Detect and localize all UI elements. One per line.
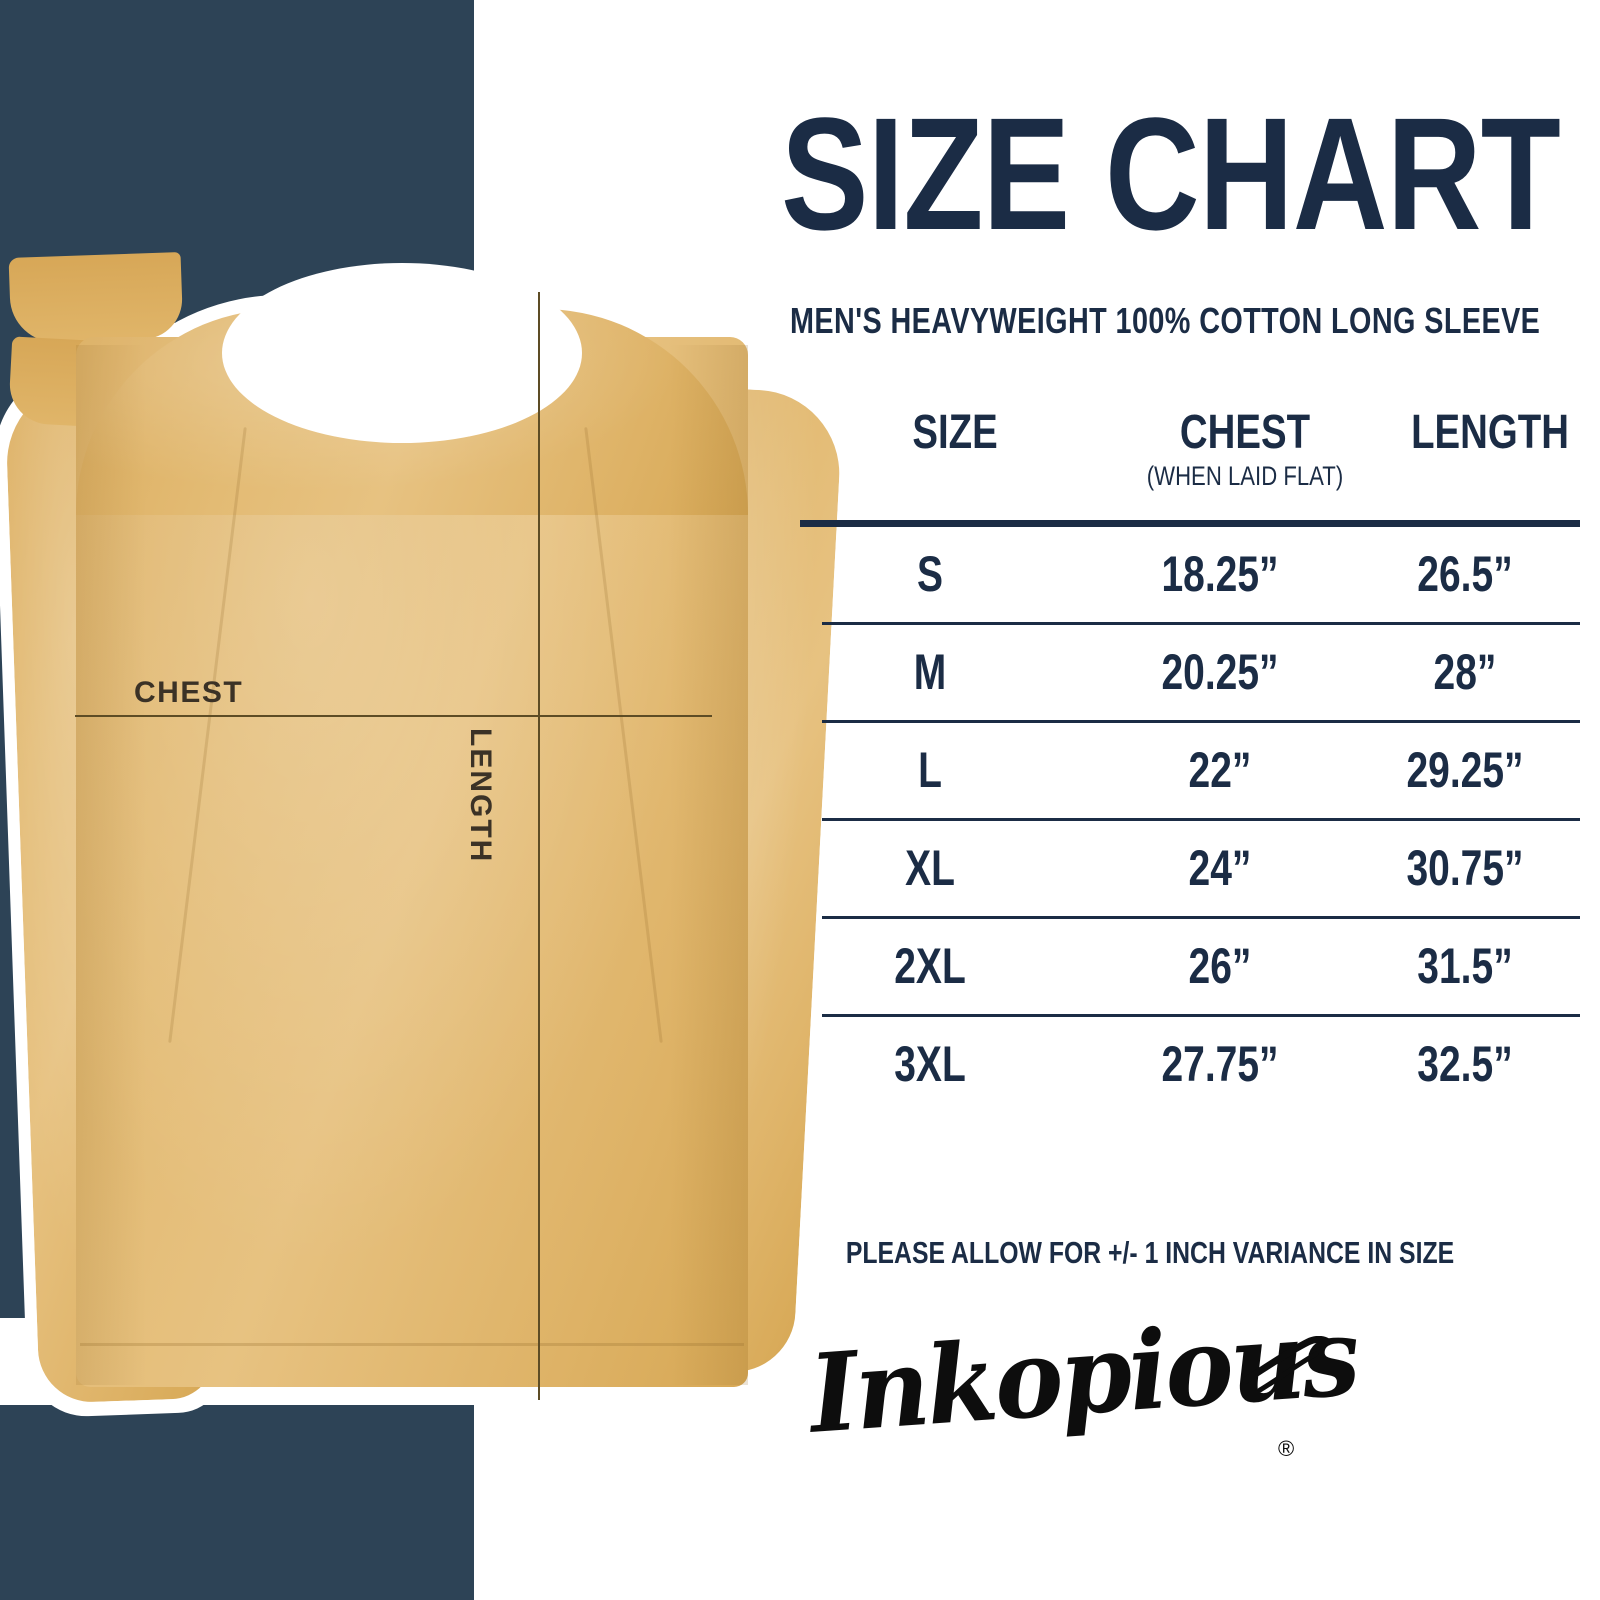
chest-measure-line xyxy=(75,715,712,717)
table-row: 2XL 26” 31.5” xyxy=(800,919,1580,1014)
page-title: SIZE CHART xyxy=(781,84,1561,263)
table-row: XL 24” 30.75” xyxy=(800,821,1580,916)
brand-wordmark: Inkopious xyxy=(805,1293,1362,1458)
cell-chest: 22” xyxy=(1188,742,1252,798)
table-header-divider xyxy=(800,520,1580,527)
size-chart-panel: SIZE CHART MEN'S HEAVYWEIGHT 100% COTTON… xyxy=(700,0,1600,1600)
cell-chest: 26” xyxy=(1188,938,1252,994)
navy-background-bottom xyxy=(0,1405,474,1600)
measurement-guides: CHEST LENGTH xyxy=(0,0,712,1600)
cell-length: 29.25” xyxy=(1406,742,1524,798)
column-header-chest: CHEST xyxy=(1179,406,1311,459)
cell-size: S xyxy=(916,546,944,602)
column-header-size: SIZE xyxy=(912,406,998,459)
cell-size: 2XL xyxy=(894,938,966,994)
column-header-length: LENGTH xyxy=(1411,406,1569,459)
shirt-collar-outline xyxy=(222,263,582,443)
chest-measure-label: CHEST xyxy=(134,676,244,709)
long-sleeve-shirt-photo xyxy=(0,252,857,1419)
page-subtitle: MEN'S HEAVYWEIGHT 100% COTTON LONG SLEEV… xyxy=(790,300,1541,341)
table-row-divider xyxy=(822,1014,1580,1017)
cell-chest: 24” xyxy=(1188,840,1252,896)
table-row-divider xyxy=(822,916,1580,919)
cell-length: 28” xyxy=(1433,644,1497,700)
table-row-divider xyxy=(822,818,1580,821)
cell-length: 30.75” xyxy=(1406,840,1524,896)
cell-length: 31.5” xyxy=(1417,938,1513,994)
cell-length: 32.5” xyxy=(1417,1036,1513,1092)
table-header-row: SIZE CHEST (WHEN LAID FLAT) LENGTH xyxy=(800,405,1580,520)
cell-chest: 27.75” xyxy=(1161,1036,1279,1092)
shirt-left-shading xyxy=(76,345,146,1385)
cell-chest: 20.25” xyxy=(1161,644,1279,700)
shirt-bottom-hem xyxy=(80,1343,744,1346)
length-measure-label: LENGTH xyxy=(464,728,497,864)
registered-trademark-icon: ® xyxy=(1278,1436,1295,1461)
table-row-divider xyxy=(822,720,1580,723)
variance-note: PLEASE ALLOW FOR +/- 1 INCH VARIANCE IN … xyxy=(845,1235,1455,1270)
table-row: S 18.25” 26.5” xyxy=(800,527,1580,622)
table-row: M 20.25” 28” xyxy=(800,625,1580,720)
column-header-chest-note: (WHEN LAID FLAT) xyxy=(1146,461,1344,491)
length-measure-line xyxy=(538,292,540,1400)
cell-size: 3XL xyxy=(894,1036,966,1092)
product-image-panel: CHEST LENGTH xyxy=(0,0,857,1600)
cell-size: M xyxy=(913,644,947,700)
table-row: 3XL 27.75” 32.5” xyxy=(800,1017,1580,1112)
shirt-right-shading xyxy=(670,345,748,1385)
table-row-divider xyxy=(822,622,1580,625)
cell-chest: 18.25” xyxy=(1161,546,1279,602)
brand-swash-icon xyxy=(1242,1336,1332,1393)
cell-size: L xyxy=(918,742,942,798)
size-table: SIZE CHEST (WHEN LAID FLAT) LENGTH S 18.… xyxy=(800,405,1580,1112)
cell-length: 26.5” xyxy=(1417,546,1513,602)
brand-logo: Inkopious ® xyxy=(806,1294,1370,1518)
cell-size: XL xyxy=(905,840,955,896)
table-row: L 22” 29.25” xyxy=(800,723,1580,818)
